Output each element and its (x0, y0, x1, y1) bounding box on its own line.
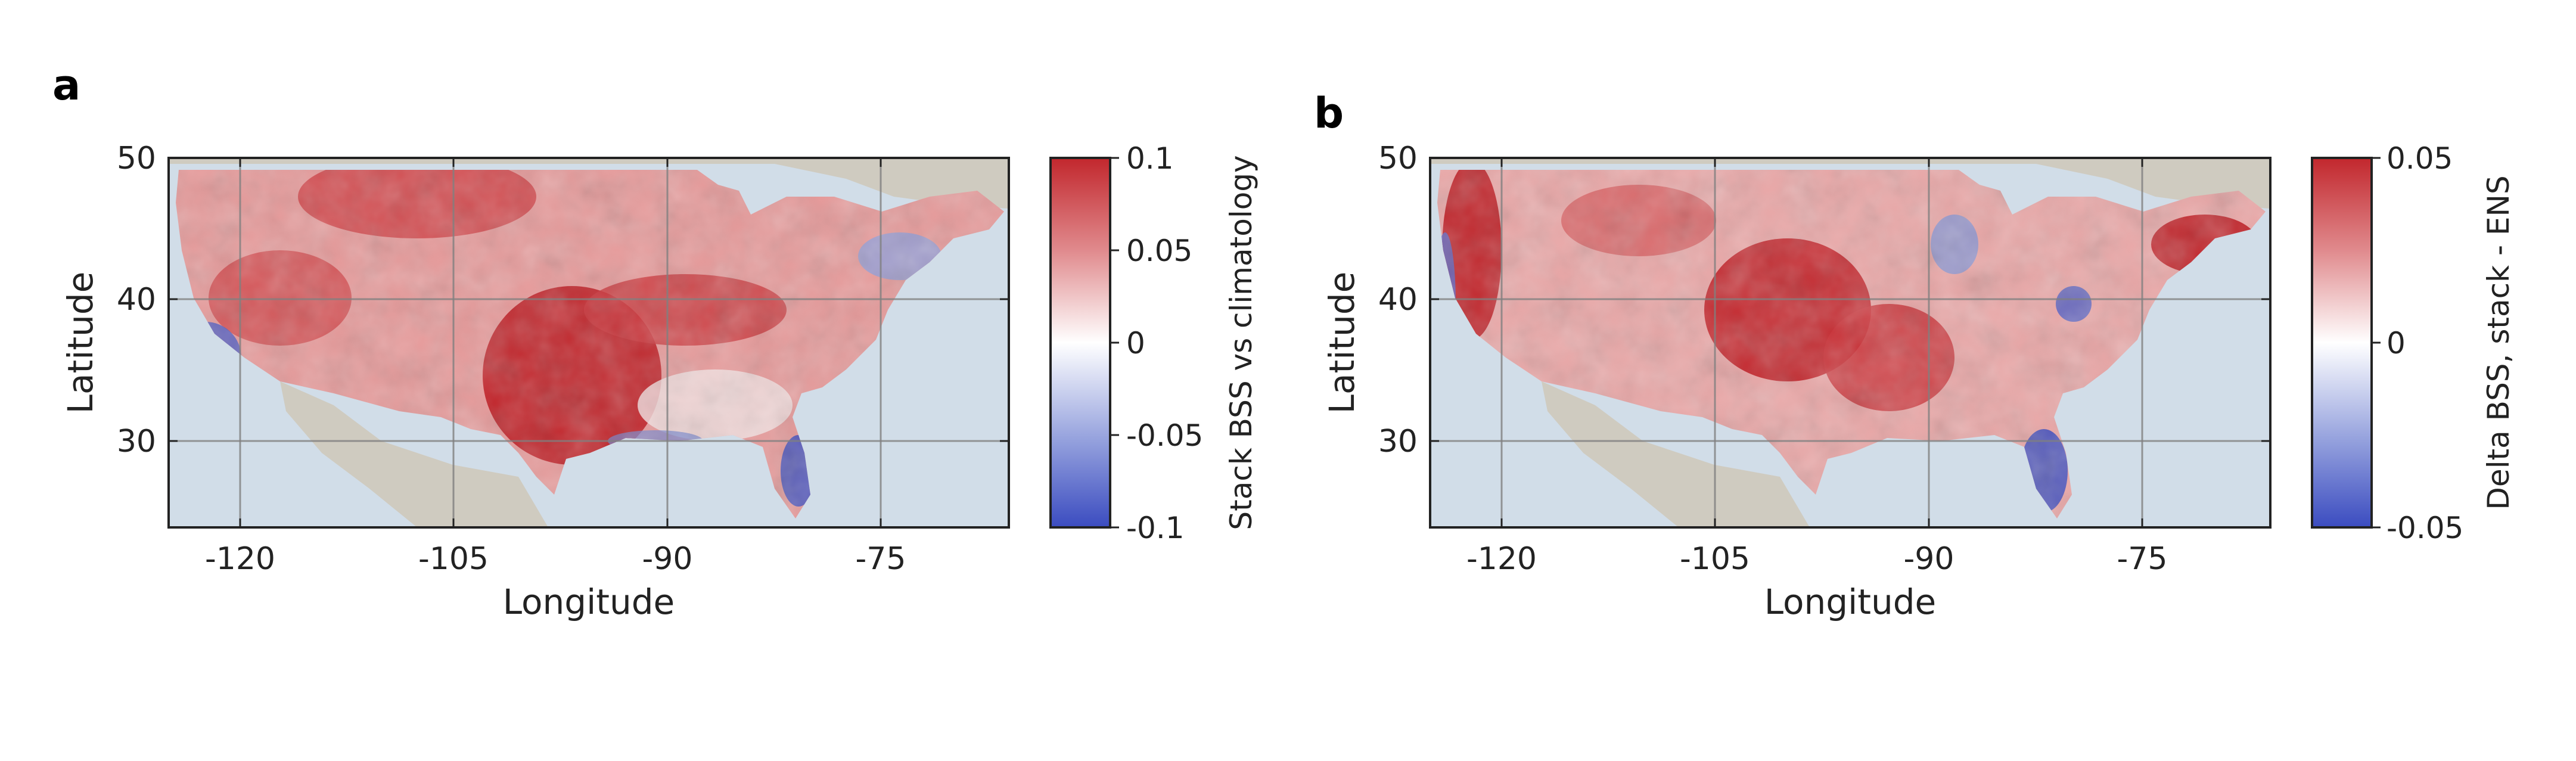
panel-letter-a: a (52, 61, 81, 110)
panel-letter-b: b (1314, 89, 1344, 138)
colorbar-tick-label: -0.05 (1126, 418, 1203, 453)
colorbar-b (2311, 157, 2373, 529)
y-tick-label: 50 (1378, 141, 1418, 176)
x-tick-label: -75 (856, 541, 906, 577)
axes-frame-a (167, 157, 1010, 529)
colorbar-tick-label: 0.1 (1126, 141, 1174, 176)
colorbar-tick-label: 0.05 (2387, 141, 2453, 176)
map-panel-b: -120 -105 -90 -75 50 40 30 Longitude Lat… (1322, 141, 2516, 622)
x-axis-label: Longitude (503, 582, 675, 622)
x-tick-label: -120 (1466, 541, 1537, 577)
gridlines-a (169, 158, 1009, 527)
colorbar-tick-label: -0.1 (1126, 511, 1185, 545)
x-tick-label: -90 (642, 541, 693, 577)
y-tick-label: 30 (117, 424, 156, 459)
ticks-a (169, 157, 1009, 527)
ticks-b (1430, 157, 2270, 527)
x-tick-label: -90 (1904, 541, 1954, 577)
colorbar-ticks-b (2372, 157, 2381, 529)
y-tick-label: 30 (1378, 424, 1418, 459)
x-tick-label: -120 (205, 541, 275, 577)
mexico-land (280, 381, 548, 527)
gridlines-b (1430, 158, 2270, 527)
colorbar-label: Delta BSS, stack - ENS (2481, 175, 2516, 510)
y-tick-label: 50 (117, 141, 156, 176)
colorbar-tick-label: 0 (2387, 326, 2406, 361)
y-tick-label: 40 (117, 282, 156, 318)
x-axis-label: Longitude (1764, 582, 1936, 622)
x-tick-label: -105 (418, 541, 489, 577)
x-tick-label: -105 (1680, 541, 1750, 577)
colorbar-label: Stack BSS vs climatology (1224, 155, 1259, 530)
y-tick-label: 40 (1378, 282, 1418, 318)
y-axis-label: Latitude (1322, 272, 1362, 414)
colorbar-tick-label: 0.05 (1126, 234, 1192, 268)
canada-land (1430, 158, 2270, 209)
colorbar-tick-label: 0 (1126, 326, 1145, 361)
canada-land (169, 158, 1009, 209)
colorbar-ticks-a (1110, 157, 1119, 529)
map-panel-a: -120 -105 -90 -75 50 40 30 Longitude Lat… (60, 141, 1259, 622)
colorbar-tick-label: -0.05 (2387, 511, 2463, 545)
x-tick-label: -75 (2117, 541, 2168, 577)
mexico-land (1542, 381, 1810, 527)
colorbar-a (1049, 157, 1111, 529)
axes-frame-b (1429, 157, 2272, 529)
y-axis-label: Latitude (60, 272, 101, 414)
